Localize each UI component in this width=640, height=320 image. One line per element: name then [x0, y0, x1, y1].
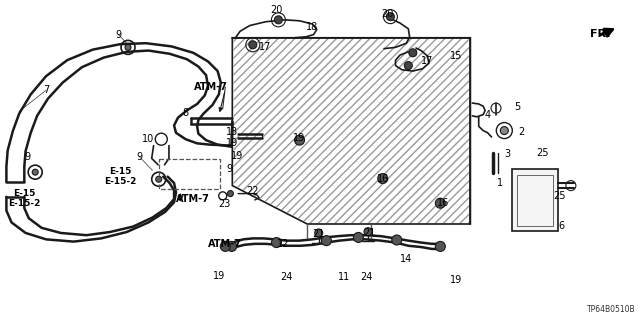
- Circle shape: [435, 241, 445, 252]
- Circle shape: [387, 13, 394, 21]
- Text: 6: 6: [559, 220, 565, 231]
- Text: 19: 19: [230, 151, 243, 161]
- Text: 19: 19: [225, 138, 238, 148]
- Text: E-15
E-15-2: E-15 E-15-2: [8, 189, 40, 208]
- Text: 9: 9: [226, 164, 232, 174]
- Bar: [159, 159, 220, 189]
- Text: 24: 24: [280, 272, 293, 282]
- Bar: [517, 175, 553, 226]
- Text: 20: 20: [270, 5, 283, 15]
- Text: ATM-7: ATM-7: [195, 82, 228, 92]
- Circle shape: [378, 173, 388, 184]
- Circle shape: [353, 232, 364, 243]
- Circle shape: [275, 16, 282, 24]
- Circle shape: [220, 241, 230, 252]
- Text: 7: 7: [43, 85, 49, 95]
- Circle shape: [227, 241, 237, 252]
- Text: TP64B0510B: TP64B0510B: [588, 305, 636, 314]
- Text: 20: 20: [381, 9, 394, 20]
- Text: 2: 2: [518, 127, 525, 137]
- Text: 4: 4: [484, 109, 491, 120]
- Text: 21: 21: [364, 228, 376, 238]
- Text: 25: 25: [536, 148, 549, 158]
- Circle shape: [315, 229, 323, 237]
- Text: 3: 3: [504, 149, 510, 159]
- Bar: [512, 169, 558, 231]
- Text: 23: 23: [218, 199, 230, 209]
- Circle shape: [364, 228, 372, 236]
- Text: 19: 19: [449, 275, 462, 285]
- Circle shape: [500, 127, 508, 135]
- Text: 17: 17: [421, 56, 434, 67]
- Text: 19: 19: [293, 133, 306, 143]
- Text: 1: 1: [497, 178, 504, 188]
- Text: 25: 25: [554, 191, 566, 201]
- Text: 15: 15: [449, 51, 462, 61]
- Circle shape: [125, 44, 131, 50]
- Circle shape: [294, 135, 305, 145]
- Circle shape: [409, 49, 417, 57]
- Circle shape: [392, 235, 402, 245]
- Text: E-15
E-15-2: E-15 E-15-2: [104, 167, 136, 186]
- Text: 22: 22: [246, 186, 259, 196]
- Circle shape: [321, 236, 332, 246]
- Text: 16: 16: [376, 173, 389, 184]
- Text: 12: 12: [276, 239, 289, 249]
- Text: 9: 9: [24, 152, 31, 163]
- Text: 18: 18: [306, 22, 319, 32]
- Text: 13: 13: [225, 127, 238, 137]
- Text: 9: 9: [115, 29, 122, 40]
- Text: 16: 16: [436, 198, 449, 208]
- Text: 8: 8: [182, 108, 189, 118]
- Text: 5: 5: [514, 102, 520, 112]
- Circle shape: [32, 169, 38, 175]
- Text: 24: 24: [360, 272, 372, 282]
- Text: 21: 21: [312, 229, 325, 239]
- Circle shape: [249, 41, 257, 49]
- Circle shape: [404, 61, 412, 70]
- Circle shape: [271, 237, 282, 248]
- Text: 9: 9: [136, 152, 143, 162]
- Circle shape: [227, 191, 234, 196]
- Text: FR.: FR.: [590, 29, 611, 39]
- Text: ATM-7: ATM-7: [177, 194, 210, 204]
- Circle shape: [435, 198, 445, 208]
- Text: 10: 10: [142, 134, 155, 144]
- Text: ATM-7: ATM-7: [209, 239, 242, 249]
- Text: 19: 19: [212, 271, 225, 281]
- Text: 17: 17: [259, 42, 272, 52]
- Text: 11: 11: [338, 272, 351, 282]
- Text: 14: 14: [400, 253, 413, 264]
- Circle shape: [156, 176, 162, 182]
